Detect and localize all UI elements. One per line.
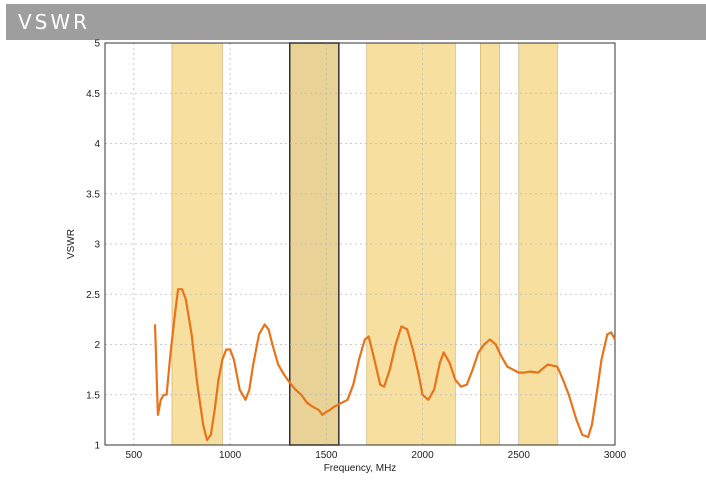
plot-frame [104, 42, 616, 446]
x-tick-labels: 500 1000 1500 2000 2500 3000 [126, 450, 627, 461]
header-bar: VSWR [6, 4, 706, 40]
vswr-series-line [153, 288, 616, 442]
y-tick-label: 4.5 [86, 89, 100, 100]
x-tick-label: 2500 [508, 450, 531, 461]
x-tick-label: 1500 [315, 450, 338, 461]
y-tick-label: 4 [94, 139, 100, 150]
x-tick-label: 500 [126, 450, 143, 461]
x-tick-label: 2000 [411, 450, 434, 461]
x-tick-label: 3000 [604, 450, 627, 461]
x-axis-label: Frequency, MHz [324, 463, 397, 474]
y-axis-label: VSWR [66, 229, 77, 259]
x-tick-label: 1000 [219, 450, 242, 461]
y-tick-label: 1 [94, 441, 100, 452]
y-tick-label: 1.5 [86, 390, 100, 401]
page-title: VSWR [18, 10, 91, 34]
y-tick-label: 3.5 [86, 189, 100, 200]
y-tick-label: 2 [94, 340, 100, 351]
y-tick-label: 3 [94, 240, 100, 251]
y-tick-label: 2.5 [86, 290, 100, 301]
y-tick-labels: 1 1.5 2 2.5 3 3.5 4 4.5 5 [86, 39, 100, 452]
y-tick-label: 5 [94, 39, 100, 50]
